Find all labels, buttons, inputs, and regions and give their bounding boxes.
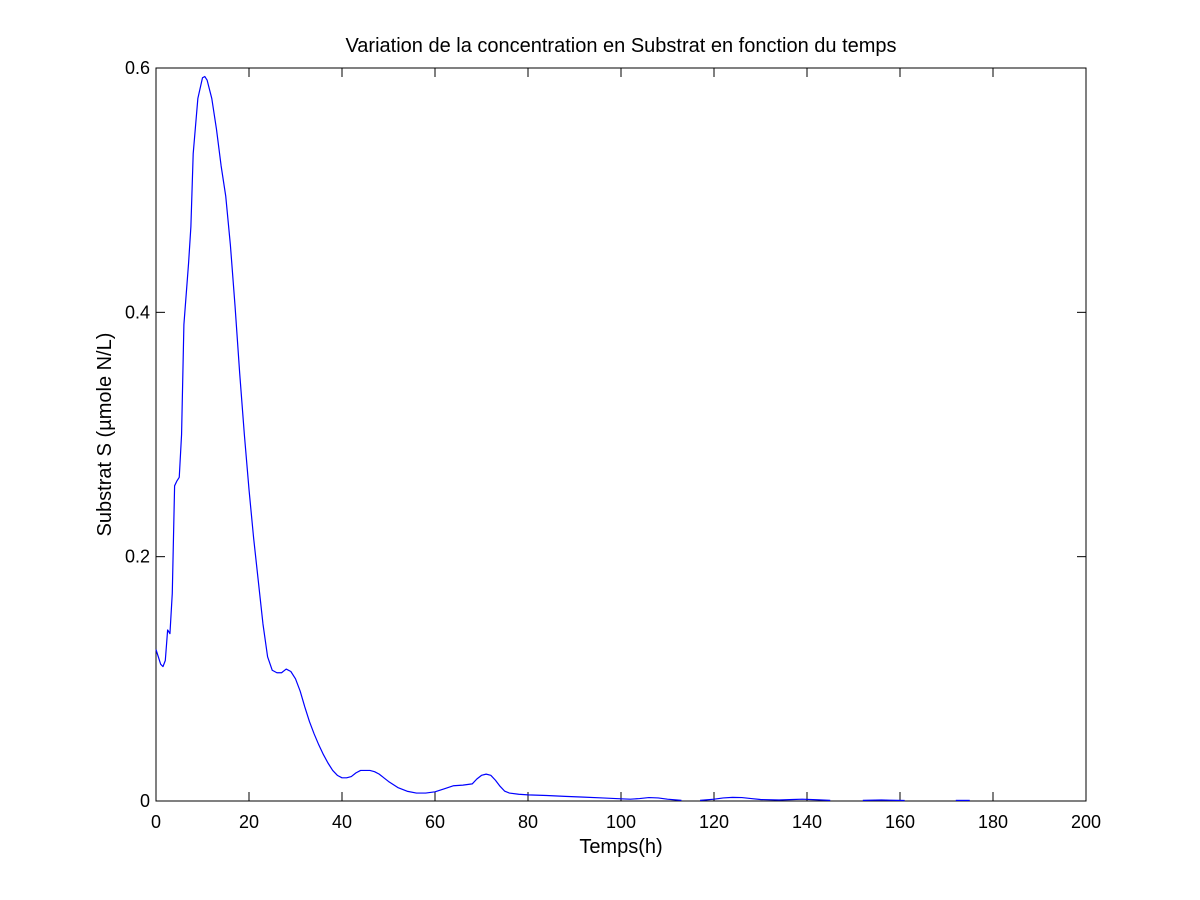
data-series (155, 75, 970, 802)
x-tick-label: 20 (239, 812, 259, 832)
x-tick-label: 40 (332, 812, 352, 832)
x-tick-label: 60 (425, 812, 445, 832)
series-line (155, 75, 682, 801)
y-tick-label: 0.6 (125, 58, 150, 78)
x-tick-label: 0 (151, 812, 161, 832)
x-tick-label: 140 (792, 812, 822, 832)
x-tick-label: 180 (978, 812, 1008, 832)
y-tick-label: 0 (140, 791, 150, 811)
x-tick-label: 80 (518, 812, 538, 832)
x-tick-label: 160 (885, 812, 915, 832)
plot-area (155, 67, 1087, 802)
x-tick-label: 200 (1071, 812, 1101, 832)
axis-tick-labels: 0 20 40 60 80 100 120 140 160 180 200 0 0.2 0.4 0.6 (125, 58, 1101, 832)
x-tick-label: 120 (699, 812, 729, 832)
y-tick-label: 0.2 (125, 547, 150, 567)
chart-title: Variation de la concentration en Substra… (345, 35, 896, 57)
axis-ticks (155, 67, 1087, 802)
series-line (700, 796, 831, 801)
x-tick-label: 100 (606, 812, 636, 832)
y-axis-label: Substrat S (µmole N/L) (94, 333, 116, 537)
x-axis-label: Temps(h) (579, 836, 662, 858)
y-tick-label: 0.4 (125, 302, 150, 322)
